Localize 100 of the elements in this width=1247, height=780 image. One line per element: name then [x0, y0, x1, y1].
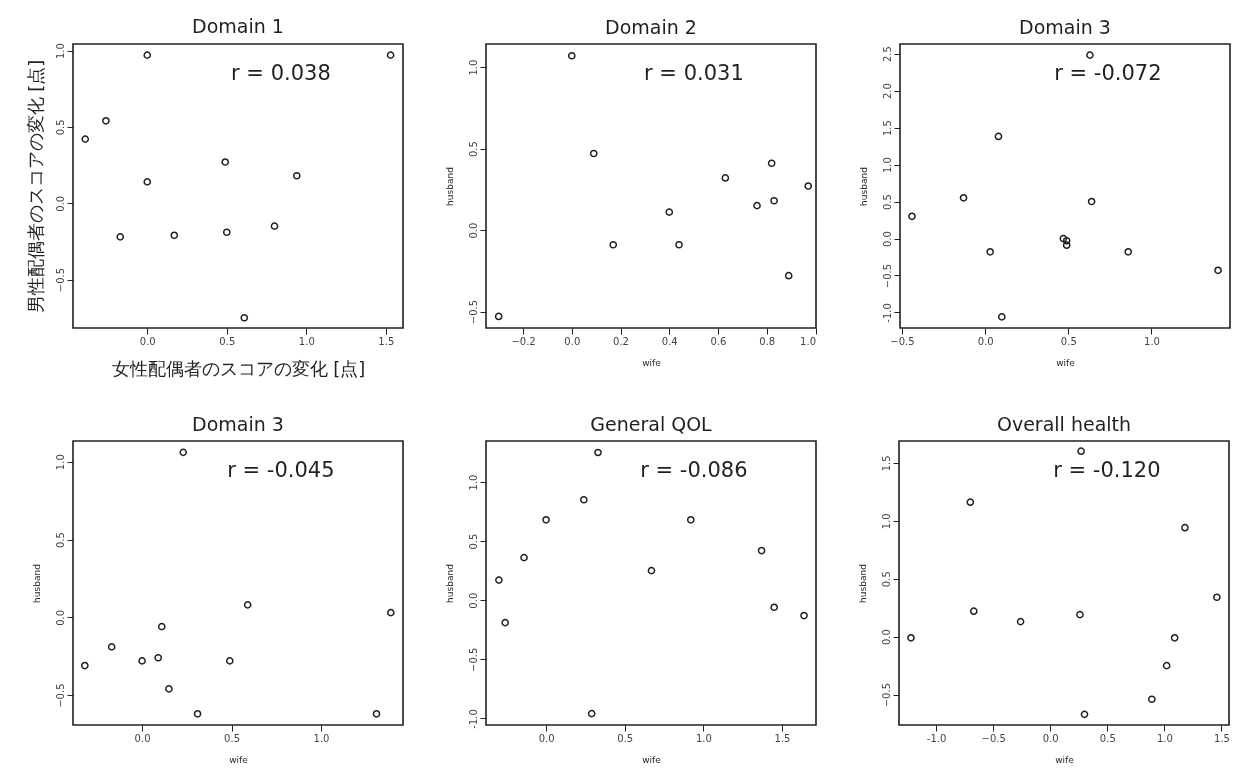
- x-tick-label: 1.5: [378, 335, 395, 347]
- point: [784, 271, 793, 280]
- point: [107, 643, 116, 651]
- point: [221, 158, 230, 166]
- x-tick-label: −0.5: [981, 732, 1006, 744]
- y-tick-label: 1.0: [54, 43, 66, 60]
- y-axis-title: husband: [31, 564, 42, 603]
- annotation: r = -0.072: [1054, 61, 1162, 85]
- point: [804, 182, 813, 190]
- point: [986, 248, 994, 256]
- point: [372, 709, 381, 718]
- point: [1077, 447, 1085, 456]
- y-tick-label: 1.5: [880, 455, 892, 472]
- y-tick-label: 0.5: [880, 571, 892, 588]
- point: [520, 553, 528, 562]
- point: [143, 178, 152, 186]
- y-tick-label: −0.5: [880, 682, 892, 708]
- point: [1162, 661, 1171, 670]
- point: [1059, 234, 1068, 243]
- annotation: r = -0.045: [227, 458, 335, 482]
- x-axis-title: wife: [1055, 754, 1075, 765]
- point: [193, 709, 202, 718]
- point: [1170, 634, 1179, 642]
- x-axis-title: wife: [229, 754, 249, 765]
- x-axis-title: wife: [642, 357, 662, 368]
- x-tick-label: 1.0: [695, 732, 712, 744]
- point: [1087, 197, 1096, 206]
- y-tick-label: 0.0: [880, 629, 892, 646]
- point: [225, 657, 234, 665]
- x-tick-label: -1.0: [926, 732, 947, 744]
- x-axis-title: 女性配偶者のスコアの変化 [点]: [111, 357, 366, 379]
- annotation: r = 0.038: [231, 61, 331, 85]
- x-tick-label: 0.5: [617, 732, 634, 744]
- y-tick-label: 0.0: [54, 195, 66, 212]
- y-tick-label: 0.5: [467, 141, 479, 158]
- point: [567, 51, 576, 60]
- point: [966, 498, 975, 507]
- x-tick-label: 0.2: [613, 335, 629, 347]
- y-axis-title: husband: [444, 167, 455, 206]
- point: [1076, 610, 1084, 619]
- point: [157, 622, 166, 631]
- point: [997, 313, 1006, 321]
- point: [495, 576, 503, 584]
- y-tick-label: 1.5: [881, 120, 893, 137]
- y-axis-title: husband: [858, 167, 869, 206]
- x-tick-label: 1.5: [1214, 732, 1230, 744]
- x-tick-label: 1.0: [1144, 335, 1160, 347]
- y-tick-label: −0.5: [881, 263, 893, 289]
- point: [1062, 241, 1071, 249]
- x-tick-label: 0.0: [1042, 732, 1059, 744]
- x-tick-label: 0.5: [1099, 732, 1116, 744]
- point: [116, 233, 125, 241]
- chart-title: General QOL: [590, 413, 713, 435]
- point: [243, 601, 252, 609]
- point: [647, 566, 656, 575]
- point: [969, 607, 978, 615]
- chart-title: Domain 3: [192, 413, 284, 435]
- x-tick-label: −0.2: [511, 335, 536, 347]
- chart-title: Domain 3: [1019, 16, 1111, 38]
- point: [102, 116, 110, 125]
- y-tick-label: 0.0: [54, 609, 66, 626]
- point: [721, 174, 730, 182]
- x-tick-label: 0.5: [1060, 335, 1077, 347]
- point: [386, 51, 395, 59]
- point: [80, 661, 89, 670]
- y-tick-label: 0.5: [881, 194, 893, 210]
- point: [1080, 710, 1089, 719]
- point: [501, 618, 510, 627]
- x-tick-label: 0.4: [661, 335, 678, 347]
- point: [179, 448, 188, 457]
- point: [589, 149, 598, 158]
- chart-title: Overall health: [996, 413, 1132, 435]
- y-tick-label: 2.0: [881, 83, 893, 100]
- x-axis-title: wife: [1056, 357, 1076, 368]
- point: [1124, 248, 1133, 256]
- point: [580, 495, 588, 504]
- point: [1214, 266, 1222, 275]
- y-axis-title: husband: [444, 564, 455, 603]
- y-tick-label: 0.0: [467, 592, 479, 609]
- chart-title: Domain 2: [605, 16, 697, 38]
- point: [1213, 593, 1221, 602]
- chart-title: Domain 1: [192, 14, 284, 37]
- annotation: r = -0.086: [640, 458, 748, 482]
- point: [494, 312, 503, 321]
- x-tick-label: 0.0: [139, 335, 156, 347]
- point: [770, 603, 778, 612]
- point: [240, 313, 249, 322]
- x-tick-label: 1.0: [1156, 732, 1173, 744]
- point: [908, 212, 916, 221]
- x-tick-label: 0.0: [538, 732, 555, 744]
- point: [170, 231, 179, 240]
- y-tick-label: 0.0: [467, 222, 479, 239]
- point: [1062, 236, 1071, 245]
- x-tick-label: 0.0: [564, 335, 581, 347]
- x-tick-label: 0.0: [977, 335, 994, 347]
- x-axis-title: wife: [642, 754, 662, 765]
- y-tick-label: 1.0: [880, 513, 892, 530]
- y-tick-label: 0.5: [467, 533, 479, 550]
- point: [222, 228, 231, 237]
- point: [81, 135, 90, 143]
